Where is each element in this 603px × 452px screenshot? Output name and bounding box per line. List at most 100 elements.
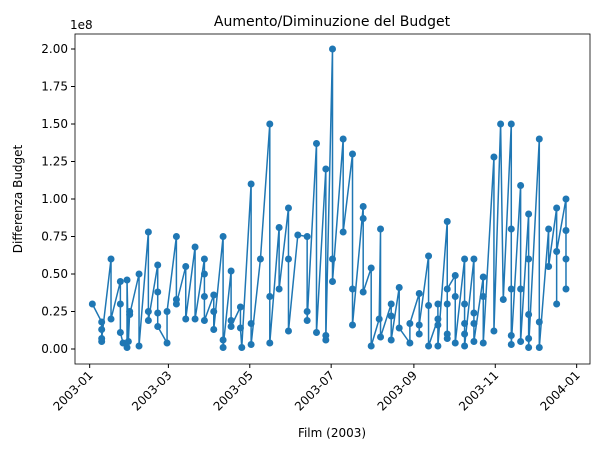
data-point: [517, 338, 525, 345]
data-point: [535, 318, 543, 326]
data-point: [507, 332, 515, 339]
data-point: [425, 252, 433, 260]
data-point: [191, 243, 199, 251]
data-point: [98, 335, 106, 342]
data-point: [303, 317, 311, 324]
data-point: [303, 308, 311, 315]
data-point: [266, 339, 274, 347]
data-point: [562, 227, 570, 234]
data-point: [406, 320, 414, 327]
data-point: [525, 311, 533, 318]
data-point: [200, 317, 208, 324]
data-point: [312, 140, 320, 147]
data-point: [200, 255, 208, 263]
y-tick-label: 1.00: [41, 192, 68, 206]
data-point: [219, 344, 227, 351]
data-point: [425, 342, 433, 350]
data-point: [135, 342, 143, 350]
x-tick-label: 2003-07: [292, 368, 337, 413]
data-point: [227, 323, 235, 330]
data-point: [275, 224, 283, 231]
data-point: [182, 315, 190, 323]
data-point: [247, 320, 255, 327]
data-point: [107, 315, 115, 323]
data-point: [266, 120, 274, 128]
data-point: [562, 255, 570, 263]
x-axis-label: Film (2003): [298, 426, 366, 440]
data-point: [154, 261, 162, 269]
data-point: [470, 338, 478, 345]
data-point: [443, 300, 451, 308]
data-point: [406, 339, 414, 347]
data-point: [535, 135, 543, 143]
data-point: [98, 318, 106, 326]
data-point: [349, 285, 357, 293]
data-point: [172, 233, 180, 240]
data-point: [312, 329, 320, 336]
data-point: [395, 284, 403, 291]
data-point: [525, 255, 533, 263]
data-point: [182, 263, 190, 270]
data-point: [329, 278, 336, 285]
data-point: [479, 293, 487, 300]
y-tick-label: 1.50: [41, 117, 68, 131]
data-point: [545, 225, 553, 233]
data-point: [191, 315, 199, 323]
data-point: [415, 290, 423, 297]
data-point: [126, 311, 134, 318]
data-point: [451, 272, 459, 279]
data-point: [172, 300, 180, 308]
data-point: [377, 225, 385, 233]
data-point: [553, 248, 561, 255]
data-point: [88, 300, 96, 308]
data-point: [461, 342, 469, 350]
data-point: [451, 339, 459, 347]
data-point: [507, 225, 515, 233]
data-point: [415, 330, 423, 338]
data-point: [284, 255, 292, 263]
data-point: [470, 255, 478, 263]
data-point: [200, 270, 208, 278]
data-point: [349, 321, 357, 329]
data-point: [124, 338, 132, 345]
x-tick-label: 2003-03: [129, 368, 174, 413]
data-point: [247, 341, 255, 348]
data-point: [377, 333, 385, 341]
y-tick-label: 0.25: [41, 305, 68, 319]
data-point: [163, 308, 171, 315]
data-point: [443, 285, 451, 293]
data-point: [227, 267, 235, 275]
data-point: [461, 300, 469, 308]
data-point: [507, 120, 515, 128]
data-point: [144, 308, 152, 315]
data-point: [210, 308, 218, 315]
data-point: [236, 303, 244, 311]
data-point: [123, 276, 131, 284]
data-point: [247, 180, 255, 188]
data-point: [470, 309, 478, 317]
data-point: [154, 309, 162, 317]
data-point: [116, 300, 124, 308]
data-point: [434, 342, 442, 350]
y-tick-label: 0.75: [41, 230, 68, 244]
data-point: [562, 195, 570, 203]
data-point: [266, 293, 274, 300]
data-point: [329, 45, 336, 53]
data-point: [479, 339, 487, 347]
data-point: [144, 317, 152, 324]
x-tick-label: 2003-05: [211, 368, 256, 413]
data-line: [91, 48, 567, 350]
data-point: [200, 293, 208, 300]
data-point: [395, 324, 403, 332]
data-point: [227, 317, 235, 324]
data-point: [144, 228, 152, 236]
data-point: [490, 327, 498, 335]
plot-frame: [74, 33, 591, 365]
data-point: [387, 336, 395, 344]
data-point: [329, 255, 336, 263]
data-point: [451, 293, 459, 300]
data-point: [154, 323, 162, 330]
data-point: [98, 326, 106, 333]
data-point: [553, 300, 561, 308]
